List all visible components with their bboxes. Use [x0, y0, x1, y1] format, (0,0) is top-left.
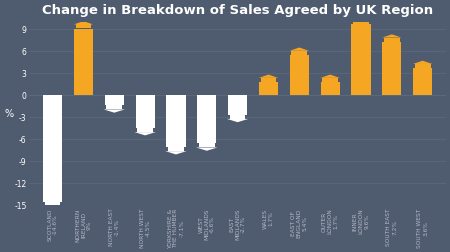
Polygon shape [413, 61, 432, 65]
Bar [105, 95, 124, 106]
Text: 1.7%: 1.7% [0, 251, 1, 252]
Polygon shape [104, 110, 125, 113]
Polygon shape [261, 79, 276, 83]
Polygon shape [165, 151, 187, 155]
Bar [413, 69, 432, 95]
Polygon shape [384, 39, 400, 43]
Bar [290, 56, 309, 95]
Bar [166, 95, 185, 147]
Text: NORTHERN
IRELAND
9%: NORTHERN IRELAND 9% [75, 208, 92, 241]
Title: Change in Breakdown of Sales Agreed by UK Region: Change in Breakdown of Sales Agreed by U… [42, 4, 433, 17]
Text: WEST
MIDLANDS
-6.6%: WEST MIDLANDS -6.6% [198, 208, 215, 239]
Bar [197, 95, 216, 143]
Polygon shape [199, 144, 215, 148]
Text: EAST
MIDLANDS
-2.7%: EAST MIDLANDS -2.7% [230, 208, 246, 239]
Text: -6.6%: -6.6% [0, 251, 1, 252]
Polygon shape [292, 52, 307, 56]
Text: 7.2%: 7.2% [0, 251, 1, 252]
Text: -1.4%: -1.4% [0, 251, 1, 252]
Polygon shape [353, 21, 369, 25]
Polygon shape [45, 202, 60, 206]
Text: 9.6%: 9.6% [0, 251, 1, 252]
Bar [135, 95, 155, 128]
Polygon shape [415, 65, 431, 69]
Polygon shape [196, 148, 217, 151]
Polygon shape [106, 106, 122, 110]
Polygon shape [42, 206, 63, 209]
Polygon shape [137, 129, 153, 133]
Polygon shape [76, 25, 91, 29]
Text: -14.6%: -14.6% [0, 251, 1, 252]
Polygon shape [322, 79, 338, 83]
Polygon shape [230, 115, 246, 119]
Text: 1.7%: 1.7% [0, 251, 1, 252]
Text: YORKSHIRE &
THE HUMBER
-7.1%: YORKSHIRE & THE HUMBER -7.1% [168, 208, 184, 248]
Polygon shape [320, 75, 340, 79]
Polygon shape [259, 75, 278, 79]
Text: SCOTLAND
-14.6%: SCOTLAND -14.6% [47, 208, 58, 240]
Text: 9%: 9% [0, 251, 1, 252]
Polygon shape [168, 147, 184, 151]
Bar [259, 83, 278, 95]
Polygon shape [382, 35, 401, 39]
Bar [320, 83, 340, 95]
Bar [382, 43, 401, 95]
Polygon shape [135, 133, 156, 136]
Bar [228, 95, 247, 115]
Bar [351, 25, 370, 95]
Text: 3.6%: 3.6% [0, 251, 1, 252]
Text: INNER
LONDON
9.6%: INNER LONDON 9.6% [353, 208, 369, 233]
Polygon shape [227, 119, 248, 123]
Text: OUTER
LONDON
1.7%: OUTER LONDON 1.7% [322, 208, 338, 233]
Text: -2.7%: -2.7% [0, 251, 1, 252]
Y-axis label: %: % [4, 109, 14, 119]
Text: WALES
1.7%: WALES 1.7% [263, 208, 274, 228]
Polygon shape [351, 18, 371, 21]
Polygon shape [290, 48, 309, 52]
Text: SOUTH WEST
3.6%: SOUTH WEST 3.6% [417, 208, 428, 247]
Text: -4.5%: -4.5% [0, 251, 1, 252]
Text: NORTH WEST
-4.5%: NORTH WEST -4.5% [140, 208, 150, 247]
Bar [43, 95, 62, 202]
Text: NORTH EAST
-1.4%: NORTH EAST -1.4% [109, 208, 120, 245]
Text: -7.1%: -7.1% [0, 251, 1, 252]
Bar [74, 30, 93, 95]
Text: SOUTH EAST
7.2%: SOUTH EAST 7.2% [387, 208, 397, 245]
Text: 5.4%: 5.4% [0, 251, 1, 252]
Polygon shape [74, 22, 93, 25]
Text: EAST OF
ENGLAND
5.4%: EAST OF ENGLAND 5.4% [291, 208, 308, 237]
